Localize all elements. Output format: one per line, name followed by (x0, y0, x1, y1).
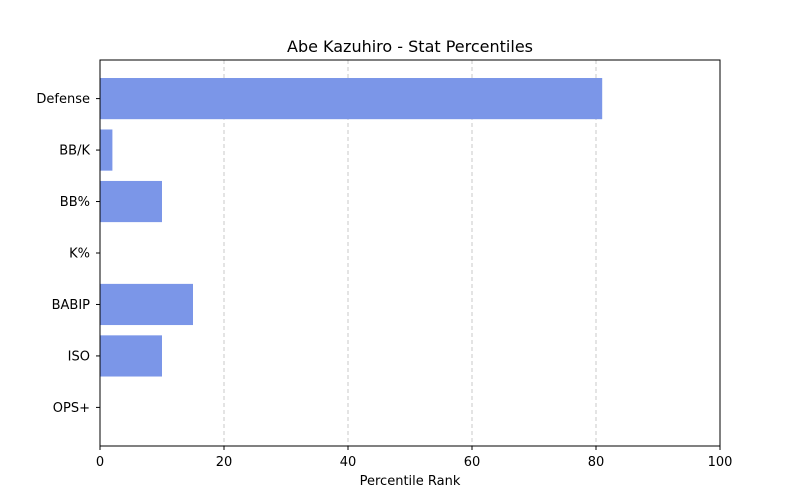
y-tick-label: K% (69, 247, 90, 262)
y-tick-label: ISO (68, 349, 90, 364)
gridlines (223, 60, 597, 446)
x-tick-label: 100 (708, 455, 733, 470)
x-axis-ticks: 0 20 40 60 80 100 (96, 446, 733, 470)
y-tick-label: BB% (60, 195, 90, 210)
y-axis-ticks: Defense BB/K BB% K% BABIP ISO OPS+ (36, 92, 100, 416)
x-tick-label: 60 (464, 455, 481, 470)
y-tick-label: BABIP (52, 298, 91, 313)
x-tick-label: 20 (216, 455, 233, 470)
bar-babip (100, 283, 193, 326)
bar-bb-k (100, 129, 113, 171)
bars (100, 78, 603, 377)
y-tick-label: OPS+ (53, 401, 90, 416)
chart-title: Abe Kazuhiro - Stat Percentiles (287, 37, 533, 56)
x-tick-label: 80 (588, 455, 605, 470)
y-tick-label: BB/K (59, 144, 90, 159)
x-tick-label: 0 (96, 455, 104, 470)
x-tick-label: 40 (340, 455, 357, 470)
bar-iso (100, 335, 162, 377)
x-axis-label: Percentile Rank (360, 474, 461, 489)
bar-bb- (100, 180, 162, 223)
y-tick-label: Defense (36, 92, 90, 107)
bar-defense (100, 78, 603, 120)
